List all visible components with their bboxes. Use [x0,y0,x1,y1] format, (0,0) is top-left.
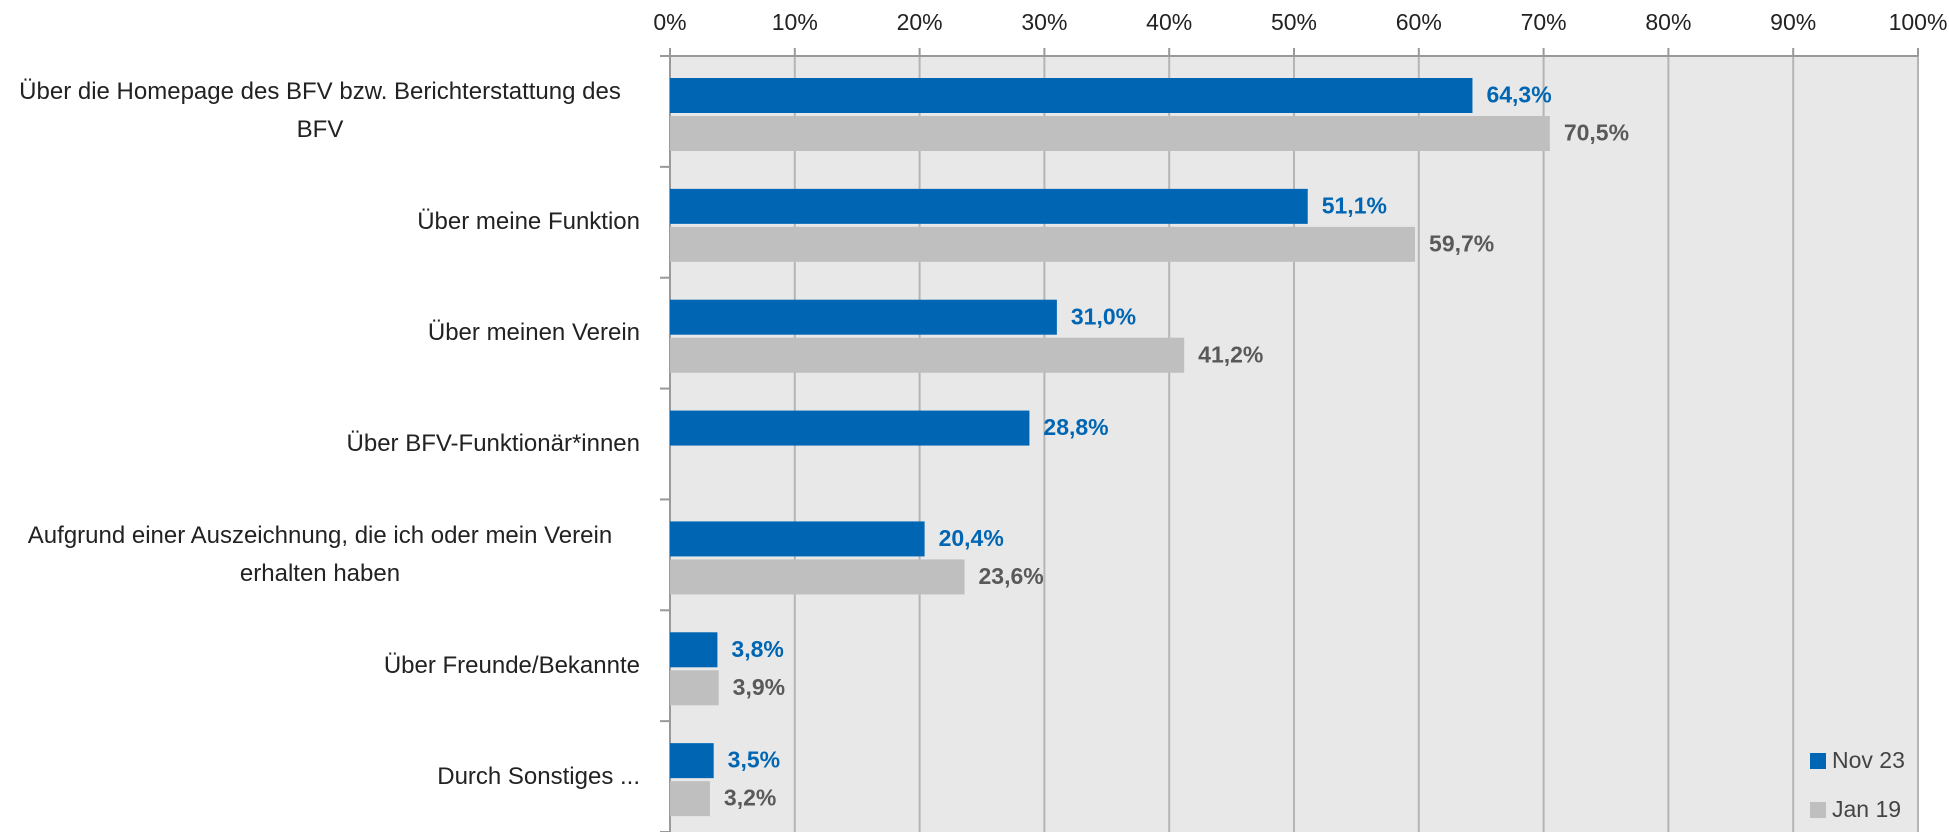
bar [670,226,1416,262]
category-label: Über meinen Verein [0,278,640,389]
x-tick-label: 50% [1271,9,1317,35]
value-label: 3,8% [731,636,783,662]
bar [670,116,1550,151]
x-tick-label: 60% [1396,9,1442,35]
bar [670,78,1473,113]
bar [670,188,1308,224]
category-text: Über Freunde/Bekannte [383,651,640,679]
value-label: 31,0% [1071,303,1136,329]
x-tick-label: 20% [897,9,943,35]
value-label: 51,1% [1322,192,1387,218]
x-tick-label: 0% [653,9,686,35]
value-label: 23,6% [979,563,1044,589]
bar [670,521,925,557]
category-label: Aufgrund einer Auszeichnung, die ich ode… [0,499,640,610]
category-text: Über BFV-Funktionär*innen [346,429,640,457]
category-text: Über die Homepage des BFV bzw. Berichter… [19,78,621,144]
value-label: 20,4% [939,525,1004,551]
bar [670,410,1030,446]
value-label: 41,2% [1198,341,1263,367]
bar [670,670,719,706]
bar [670,337,1185,373]
bar [670,632,718,668]
x-tick-label: 100% [1889,9,1948,35]
bar [670,559,965,595]
bar [670,299,1057,335]
value-label: 70,5% [1564,120,1629,146]
category-label: Über Freunde/Bekannte [0,610,640,721]
value-label: 3,2% [724,785,776,811]
x-tick-label: 30% [1021,9,1067,35]
category-label: Über BFV-Funktionär*innen [0,389,640,500]
bar [670,743,714,779]
legend-label: Jan 19 [1832,796,1901,822]
category-text: Über meinen Verein [427,319,640,347]
category-text: Über meine Funktion [417,208,640,236]
category-text: Durch Sonstiges ... [437,762,640,790]
value-label: 59,7% [1429,230,1494,256]
legend-label: Nov 23 [1832,747,1905,773]
category-label: Über meine Funktion [0,167,640,278]
value-label: 3,5% [728,747,780,773]
x-tick-label: 80% [1645,9,1691,35]
value-label: 3,9% [733,674,785,700]
x-tick-label: 70% [1521,9,1567,35]
category-text: Aufgrund einer Auszeichnung, die ich ode… [27,521,613,587]
legend-swatch [1810,802,1826,818]
category-label: Durch Sonstiges ... [0,721,640,832]
category-label: Über die Homepage des BFV bzw. Berichter… [0,56,640,167]
x-tick-label: 90% [1770,9,1816,35]
value-label: 28,8% [1043,414,1108,440]
value-label: 64,3% [1486,82,1551,108]
x-tick-label: 10% [772,9,818,35]
legend-swatch [1810,753,1826,769]
x-tick-label: 40% [1146,9,1192,35]
bar [670,781,710,817]
